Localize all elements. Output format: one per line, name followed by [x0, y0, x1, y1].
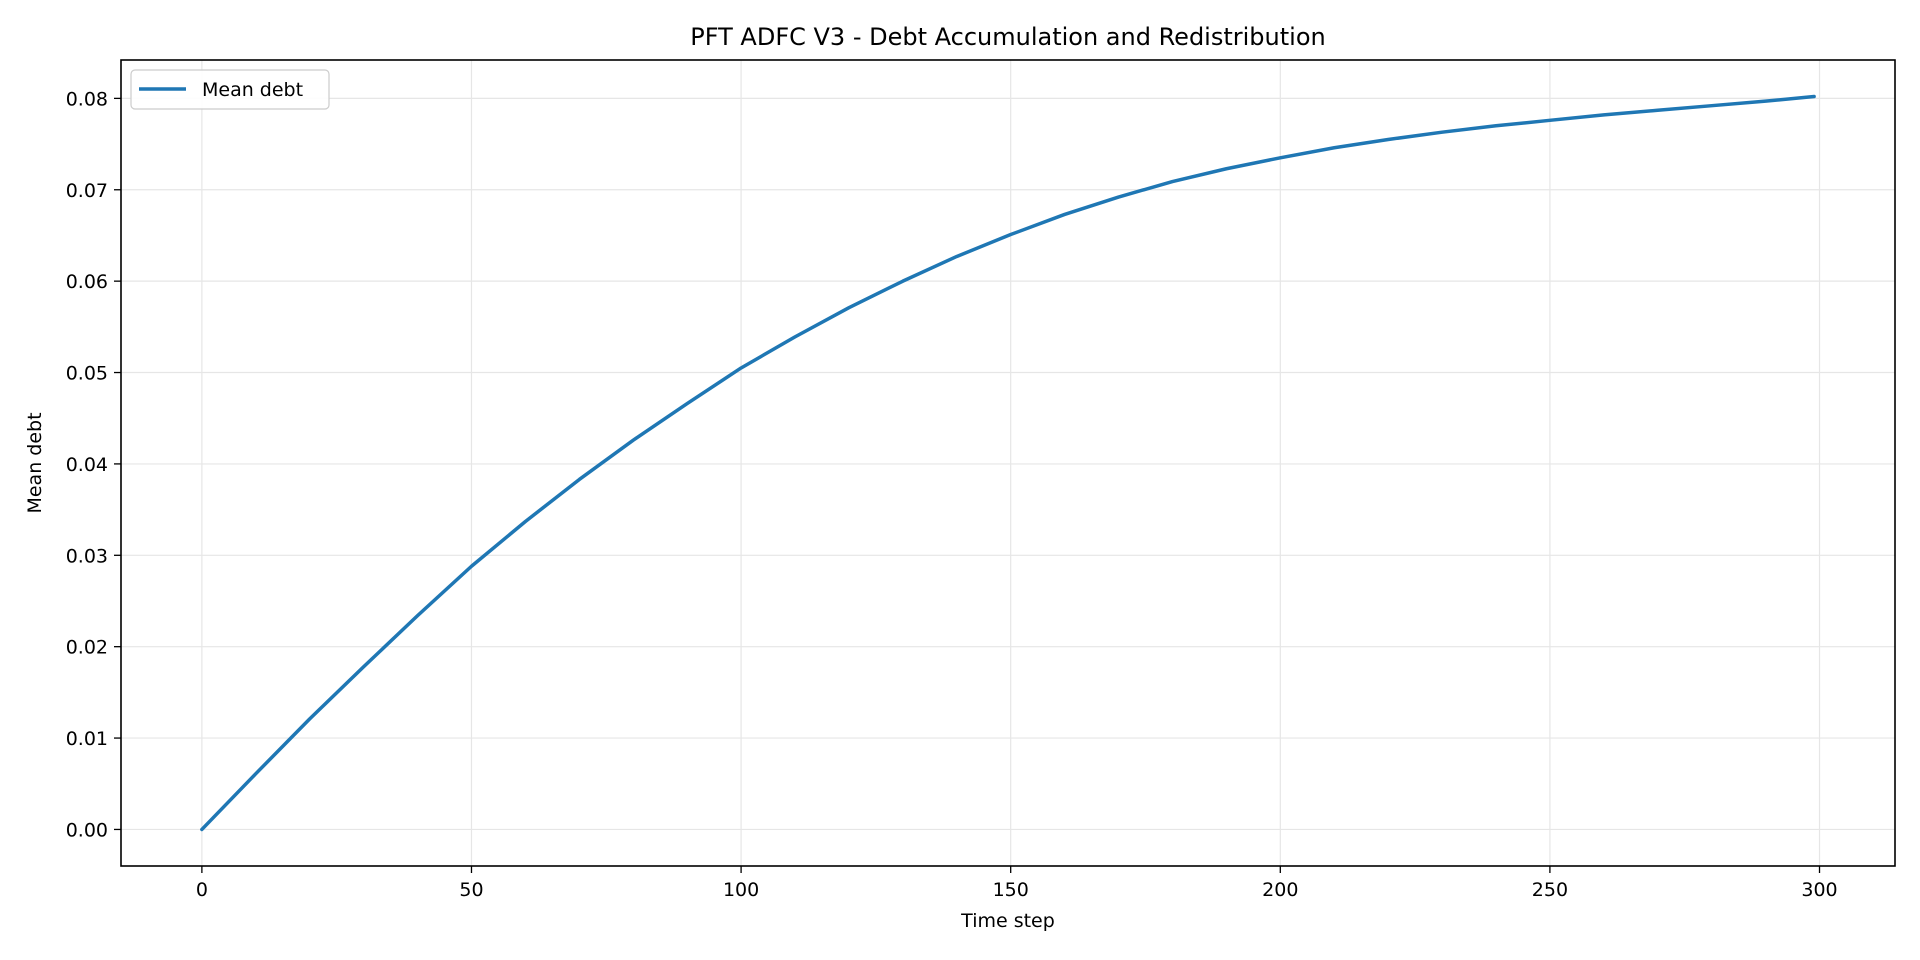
x-tick-label: 300: [1801, 879, 1837, 901]
legend-label-mean-debt: Mean debt: [202, 79, 303, 101]
grid-lines: [121, 60, 1895, 866]
y-tick-label: 0.07: [66, 180, 108, 202]
x-tick-label: 50: [459, 879, 483, 901]
x-tick-label: 0: [196, 879, 208, 901]
y-tick-label: 0.02: [66, 637, 108, 659]
x-tick-label: 250: [1532, 879, 1568, 901]
y-axis-label: Mean debt: [24, 412, 46, 513]
x-axis-label: Time step: [960, 910, 1055, 932]
legend: Mean debt: [130, 69, 330, 110]
legend-box: [130, 69, 330, 110]
x-tick-label: 150: [993, 879, 1029, 901]
y-tick-label: 0.05: [66, 363, 108, 385]
x-tick-label: 100: [723, 879, 759, 901]
series-line-mean-debt: [200, 94, 1816, 832]
chart-title: PFT ADFC V3 - Debt Accumulation and Redi…: [690, 23, 1325, 51]
y-tick-label: 0.00: [66, 819, 108, 841]
x-tick-label: 200: [1262, 879, 1298, 901]
y-tick-label: 0.03: [66, 545, 108, 567]
y-tick-label: 0.01: [66, 728, 108, 750]
axis-ticks: 0 50 100 150 200 250 300 0.00 0.01 0.02 0.03 0.04 0.…: [66, 88, 1838, 901]
series-layer: [200, 94, 1816, 832]
y-tick-label: 0.08: [66, 88, 108, 110]
plot-area-frame: [120, 59, 1896, 867]
y-tick-label: 0.04: [66, 454, 108, 476]
y-tick-label: 0.06: [66, 271, 108, 293]
